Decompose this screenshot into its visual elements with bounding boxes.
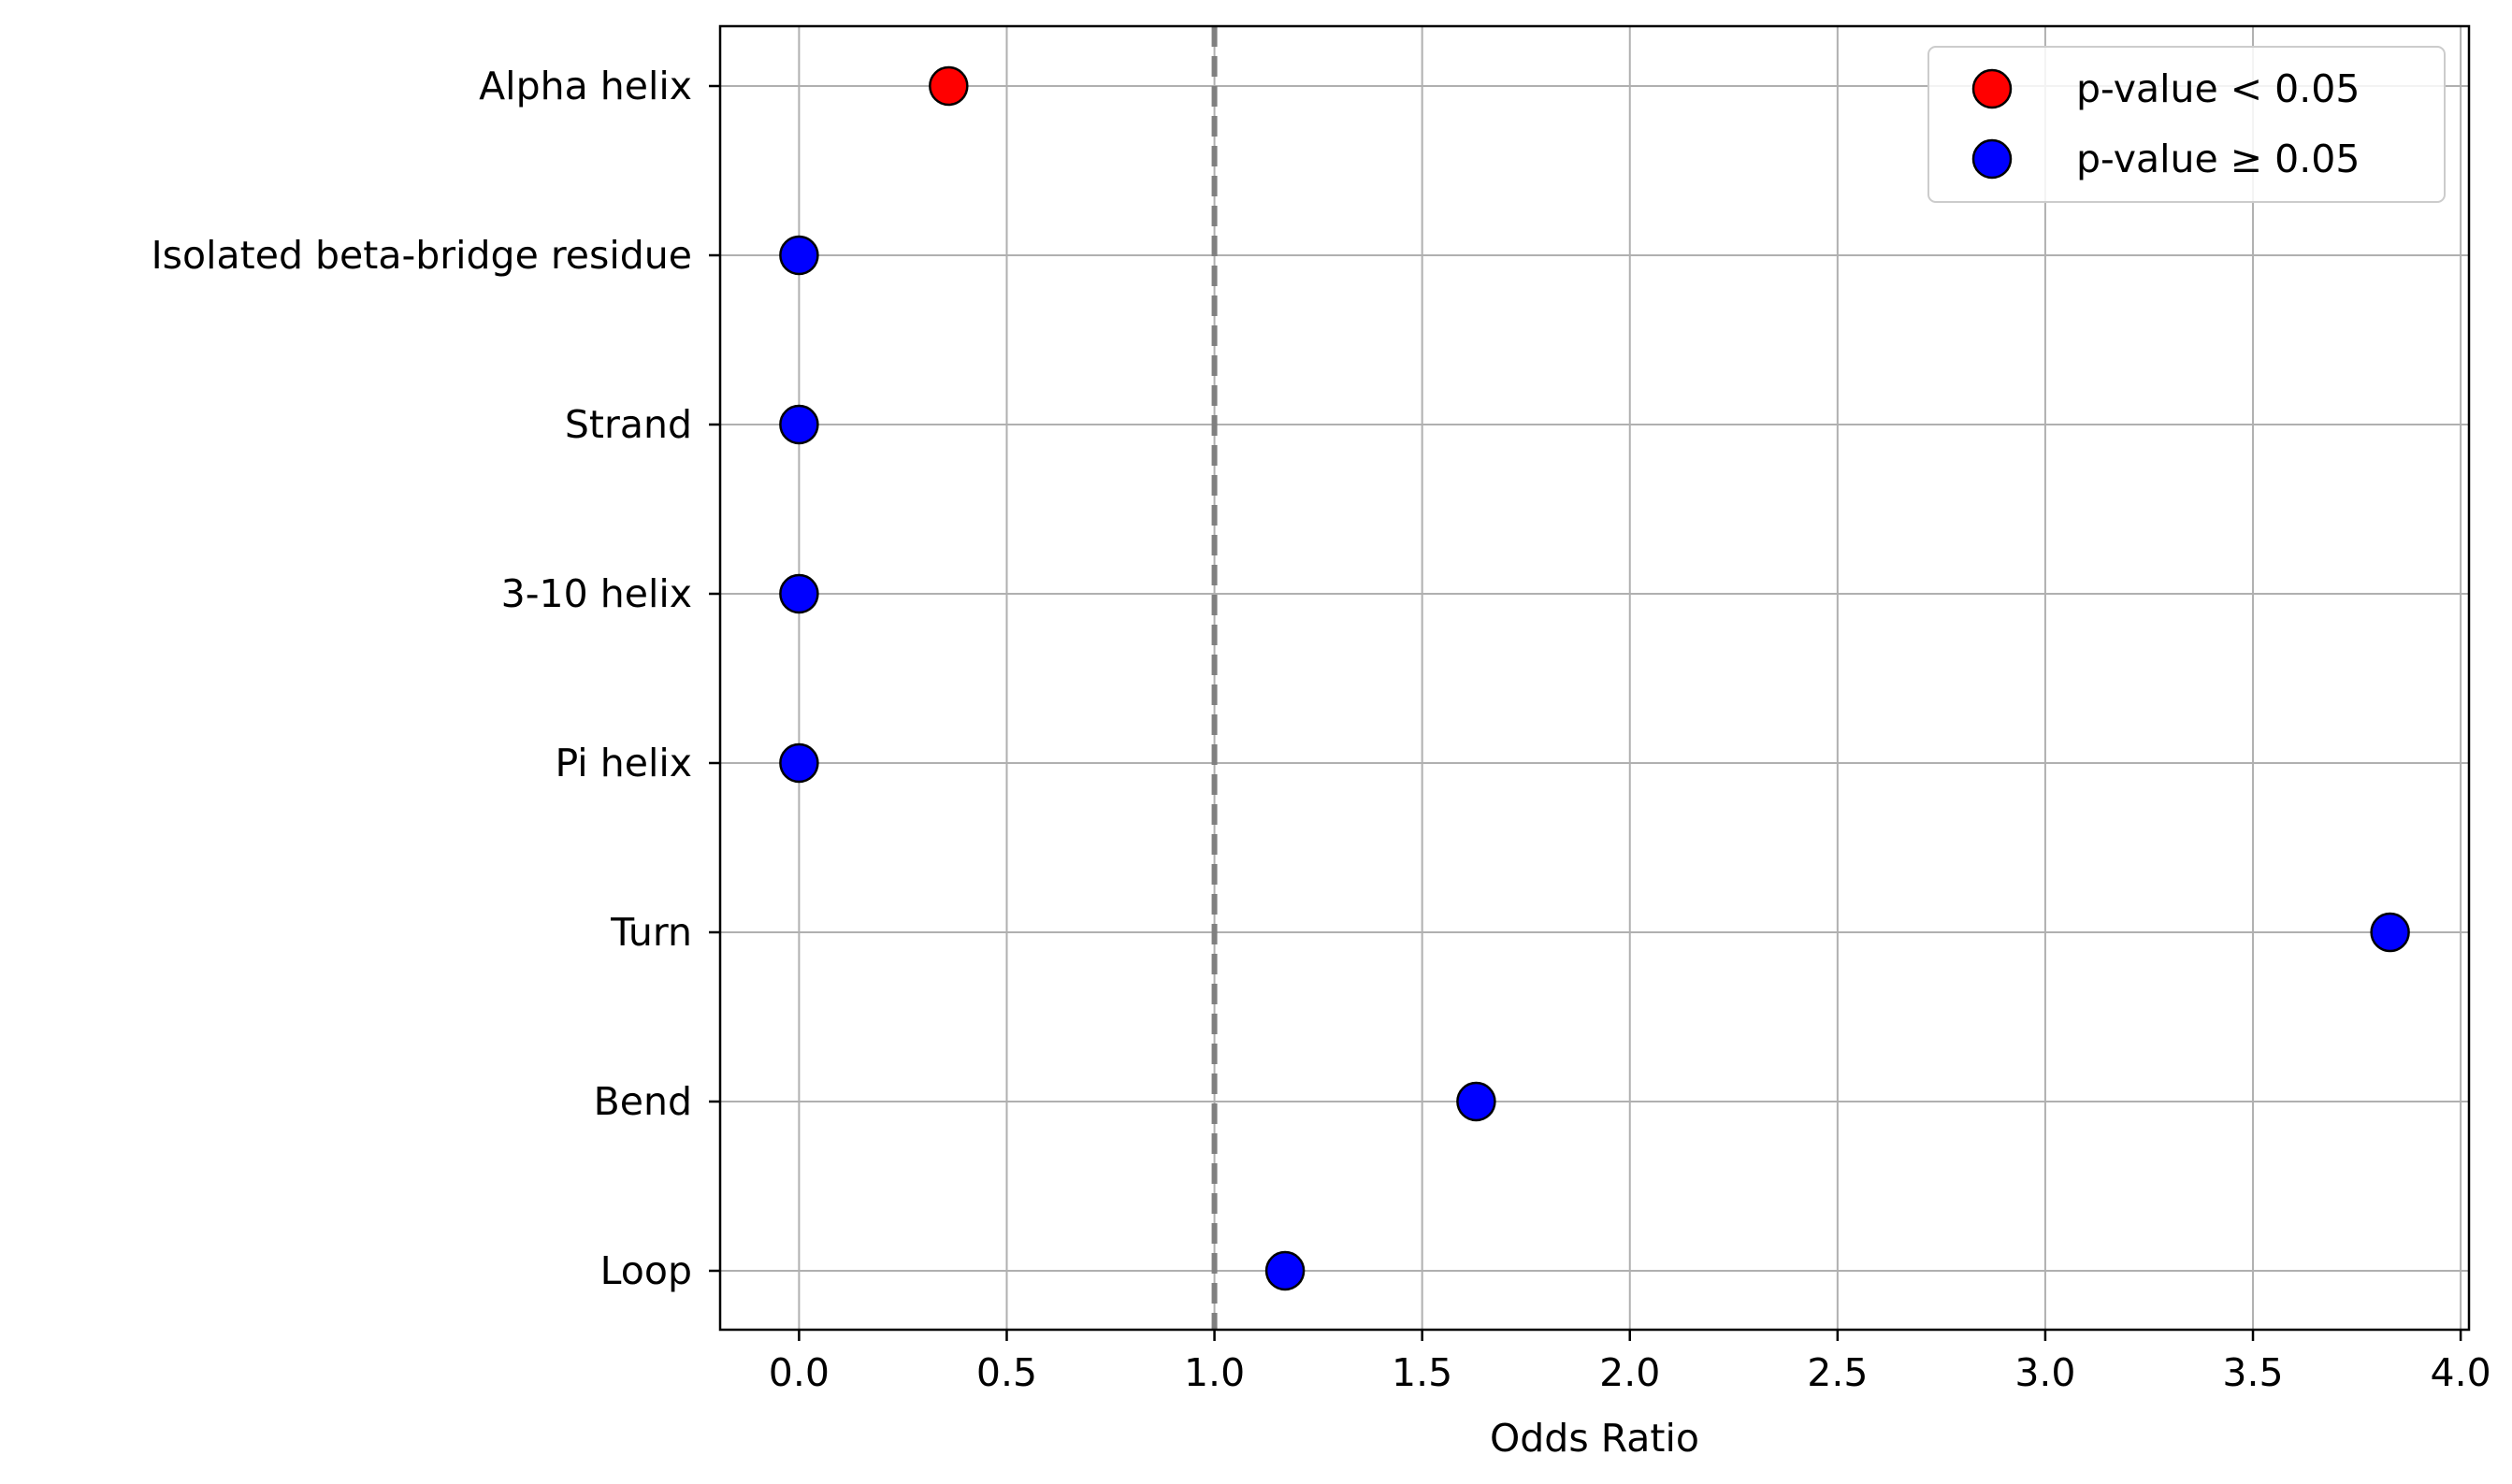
- y-tick-label: Strand: [565, 402, 692, 447]
- data-point: [779, 742, 819, 784]
- y-tick-label: Pi helix: [555, 741, 692, 785]
- x-tick-label: 2.5: [1807, 1350, 1868, 1395]
- x-tick-label: 2.0: [1599, 1350, 1660, 1395]
- data-point: [1264, 1250, 1306, 1291]
- data-point: [779, 235, 819, 276]
- data-point: [779, 404, 819, 445]
- data-points: [779, 65, 2410, 1291]
- x-tick-label: 3.0: [2014, 1350, 2075, 1395]
- y-tick-label: Turn: [610, 910, 692, 955]
- axis-ticks: 0.0 0.5 1.0 1.5 2.0 2.5 3.0 3.5 4.0 Alpha helix Is…: [152, 64, 2491, 1395]
- legend-box: [1927, 46, 2446, 203]
- y-tick-label: 3-10 helix: [501, 571, 692, 616]
- legend-label: p-value < 0.05: [2076, 66, 2360, 111]
- data-point: [1456, 1081, 1496, 1122]
- legend: p-value < 0.05 p-value ≥ 0.05: [1927, 46, 2446, 203]
- legend-marker: [1971, 68, 2013, 109]
- data-point: [779, 573, 819, 614]
- plot-frame: [718, 24, 2471, 1332]
- data-point: [2370, 912, 2410, 953]
- y-tick-label: Isolated beta-bridge residue: [152, 233, 692, 278]
- data-point: [929, 65, 969, 107]
- y-tick-label: Loop: [600, 1248, 692, 1293]
- x-tick-label: 3.5: [2222, 1350, 2283, 1395]
- x-axis-title: Odds Ratio: [1490, 1416, 1699, 1461]
- x-tick-label: 0.5: [976, 1350, 1037, 1395]
- x-tick-label: 1.0: [1184, 1350, 1245, 1395]
- legend-label: p-value ≥ 0.05: [2076, 137, 2360, 181]
- legend-marker: [1971, 138, 2013, 180]
- grid: [720, 26, 2469, 1330]
- x-tick-label: 4.0: [2431, 1350, 2491, 1395]
- y-tick-label: Bend: [594, 1079, 692, 1124]
- x-tick-label: 1.5: [1392, 1350, 1452, 1395]
- x-tick-label: 0.0: [769, 1350, 830, 1395]
- y-tick-label: Alpha helix: [479, 64, 692, 108]
